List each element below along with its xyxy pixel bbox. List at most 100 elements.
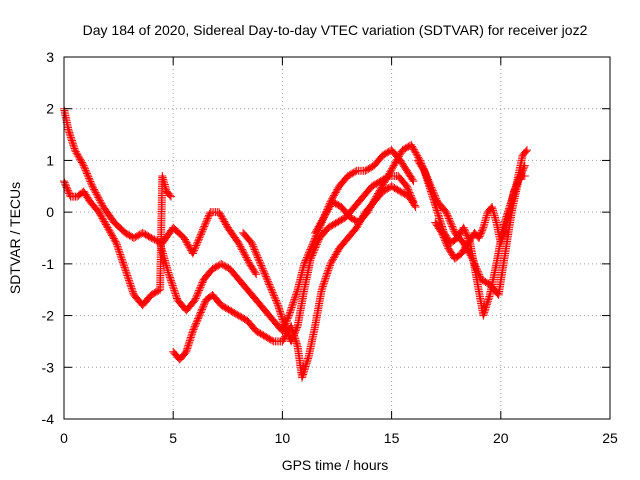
data-point <box>425 182 434 191</box>
data-point <box>199 224 208 233</box>
data-point <box>421 171 430 180</box>
data-point <box>194 235 203 244</box>
data-point <box>479 311 488 320</box>
data-point <box>448 222 457 231</box>
data-point <box>167 192 176 201</box>
data-point <box>320 276 329 285</box>
series-track-5 <box>239 171 418 346</box>
data-point <box>165 273 174 282</box>
data-point <box>165 271 174 280</box>
data-point <box>484 295 493 304</box>
data-point <box>309 248 318 257</box>
data-point <box>449 225 458 234</box>
data-point <box>111 237 120 246</box>
data-point <box>523 146 532 155</box>
data-point <box>298 373 307 382</box>
data-point <box>197 280 206 289</box>
data-point <box>279 317 288 326</box>
data-point <box>496 239 505 248</box>
data-point <box>263 275 272 284</box>
data-point <box>81 164 89 173</box>
data-point <box>277 310 286 319</box>
data-point <box>266 283 275 292</box>
data-point <box>274 301 283 310</box>
data-point <box>426 187 435 196</box>
data-point <box>189 247 198 256</box>
data-point <box>262 274 271 283</box>
data-point <box>287 305 296 314</box>
data-point <box>317 285 326 294</box>
data-point <box>69 142 78 151</box>
data-point <box>483 298 492 307</box>
data-point <box>90 187 99 196</box>
data-point <box>515 173 524 182</box>
data-point <box>184 339 193 348</box>
data-point <box>200 220 209 229</box>
data-point <box>287 303 296 312</box>
data-point <box>259 267 268 276</box>
data-point <box>445 216 454 225</box>
data-point <box>481 305 490 314</box>
data-point <box>198 227 207 236</box>
data-point <box>269 290 278 299</box>
data-point <box>83 169 92 178</box>
data-point <box>430 198 439 207</box>
data-point <box>127 284 136 293</box>
data-point <box>260 269 269 278</box>
y-axis-title: SDTVAR / TECUs <box>7 182 23 294</box>
data-point <box>169 284 178 293</box>
data-point <box>312 241 321 250</box>
data-point <box>431 203 440 212</box>
data-point <box>164 270 173 279</box>
data-point <box>320 277 329 286</box>
data-point <box>428 192 437 201</box>
data-point <box>169 283 178 292</box>
data-point <box>116 252 125 261</box>
data-point <box>238 247 247 256</box>
data-point <box>313 238 322 247</box>
data-points <box>60 104 532 382</box>
data-point <box>292 339 301 348</box>
data-point <box>289 297 298 306</box>
data-point <box>85 175 94 184</box>
data-point <box>308 249 317 258</box>
data-point <box>128 286 137 295</box>
data-point <box>502 221 511 230</box>
chart-title: Day 184 of 2020, Sidereal Day-to-day VTE… <box>83 22 588 38</box>
data-point <box>318 284 327 293</box>
data-point <box>291 292 300 301</box>
data-point <box>243 256 252 265</box>
data-point <box>255 258 264 267</box>
data-point <box>433 209 442 218</box>
data-point <box>301 364 310 373</box>
data-point <box>112 239 121 248</box>
data-point <box>188 249 197 258</box>
data-point <box>425 184 434 193</box>
data-point <box>275 306 284 315</box>
data-point <box>290 293 299 302</box>
data-point <box>241 251 250 260</box>
data-point <box>114 245 123 254</box>
data-point <box>428 193 437 202</box>
tick-labels: 0 5 10 15 20 25 -4 -3 -2 -1 0 1 2 3 <box>42 49 618 446</box>
y-tick-label: 3 <box>46 49 54 65</box>
data-point <box>273 299 282 308</box>
data-point <box>261 270 270 279</box>
data-point <box>480 306 489 315</box>
x-tick-label: 15 <box>384 430 400 446</box>
data-point <box>408 175 417 184</box>
plot-area-border <box>63 56 611 420</box>
data-point <box>127 282 136 291</box>
data-point <box>183 342 192 351</box>
data-point <box>430 200 439 209</box>
data-point <box>292 288 301 297</box>
data-point <box>258 264 267 273</box>
data-point <box>190 246 199 255</box>
data-point <box>435 216 444 225</box>
data-point <box>312 240 321 249</box>
data-point <box>240 250 249 259</box>
data-point <box>248 240 257 249</box>
data-point <box>97 199 106 208</box>
data-point <box>191 296 200 305</box>
data-point <box>64 125 73 134</box>
